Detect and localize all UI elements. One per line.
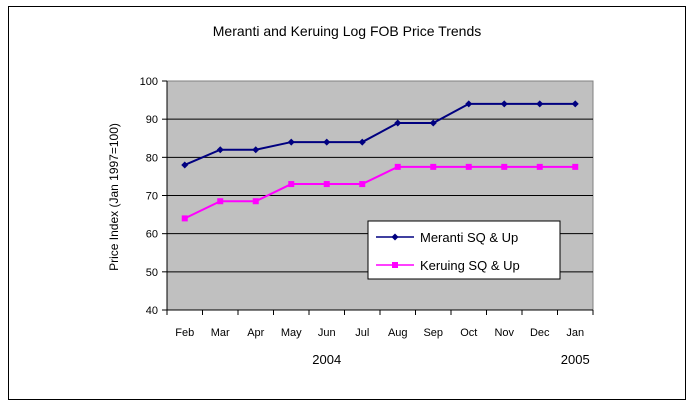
legend-box: [367, 220, 561, 280]
point-keruing-nov: [501, 163, 508, 170]
point-keruing-jun: [323, 181, 330, 188]
point-meranti-jun: [323, 138, 331, 146]
x-tick-label-jul: Jul: [355, 327, 369, 339]
point-meranti-oct: [465, 100, 473, 108]
series: [181, 100, 579, 222]
y-tick-label-60: 60: [146, 229, 158, 241]
point-meranti-dec: [536, 100, 544, 108]
y-tick-label-90: 90: [146, 114, 158, 126]
y-axis-title: Price Index (Jan 1997=100): [107, 123, 121, 271]
chart-title: Meranti and Keruing Log FOB Price Trends: [213, 23, 481, 39]
x-tick-label-nov: Nov: [494, 327, 514, 339]
y-tick-label-80: 80: [146, 152, 158, 164]
y-tick-label-70: 70: [146, 191, 158, 203]
y-tick-label-100: 100: [140, 76, 158, 88]
axes: 40 50 60 70 80 90 100 Feb Mar Apr May Jun Jul Aug Sep O…: [140, 76, 594, 367]
x-year-label-2004: 2004: [312, 352, 341, 367]
point-keruing-feb: [181, 215, 188, 222]
y-tick-label-40: 40: [146, 305, 158, 317]
legend: Meranti SQ & Up Keruing SQ & Up: [367, 220, 561, 280]
legend-marker-meranti: [391, 233, 399, 241]
point-keruing-dec: [536, 163, 543, 170]
x-tick-label-feb: Feb: [175, 327, 194, 339]
point-keruing-may: [288, 181, 295, 188]
legend-label-meranti: Meranti SQ & Up: [420, 230, 518, 245]
x-tick-label-mar: Mar: [211, 327, 230, 339]
point-keruing-sep: [430, 163, 437, 170]
point-meranti-sep: [429, 119, 437, 127]
x-tick-label-dec: Dec: [530, 327, 550, 339]
legend-label-keruing: Keruing SQ & Up: [420, 258, 520, 273]
point-meranti-mar: [216, 146, 224, 154]
x-tick-label-apr: Apr: [247, 327, 264, 339]
point-keruing-jul: [359, 181, 366, 188]
point-meranti-feb: [181, 161, 189, 169]
x-tick-label-may: May: [281, 327, 302, 339]
point-keruing-jan: [572, 163, 579, 170]
point-meranti-nov: [500, 100, 508, 108]
point-meranti-jul: [358, 138, 366, 146]
y-tick-label-50: 50: [146, 267, 158, 279]
point-meranti-aug: [394, 119, 402, 127]
x-tick-label-oct: Oct: [460, 327, 477, 339]
x-tick-label-aug: Aug: [388, 327, 408, 339]
point-keruing-apr: [252, 198, 259, 205]
series-line-meranti: [184, 102, 576, 166]
point-meranti-apr: [252, 146, 260, 154]
point-keruing-aug: [394, 163, 401, 170]
point-meranti-may: [287, 138, 295, 146]
series-line-keruing: [184, 165, 576, 220]
point-keruing-oct: [465, 163, 472, 170]
x-tick-label-jan: Jan: [566, 327, 584, 339]
x-tick-label-jun: Jun: [318, 327, 336, 339]
point-meranti-jan: [571, 100, 579, 108]
x-year-label-2005: 2005: [561, 352, 590, 367]
point-keruing-mar: [217, 198, 224, 205]
legend-marker-keruing: [392, 262, 398, 268]
x-tick-label-sep: Sep: [423, 327, 443, 339]
